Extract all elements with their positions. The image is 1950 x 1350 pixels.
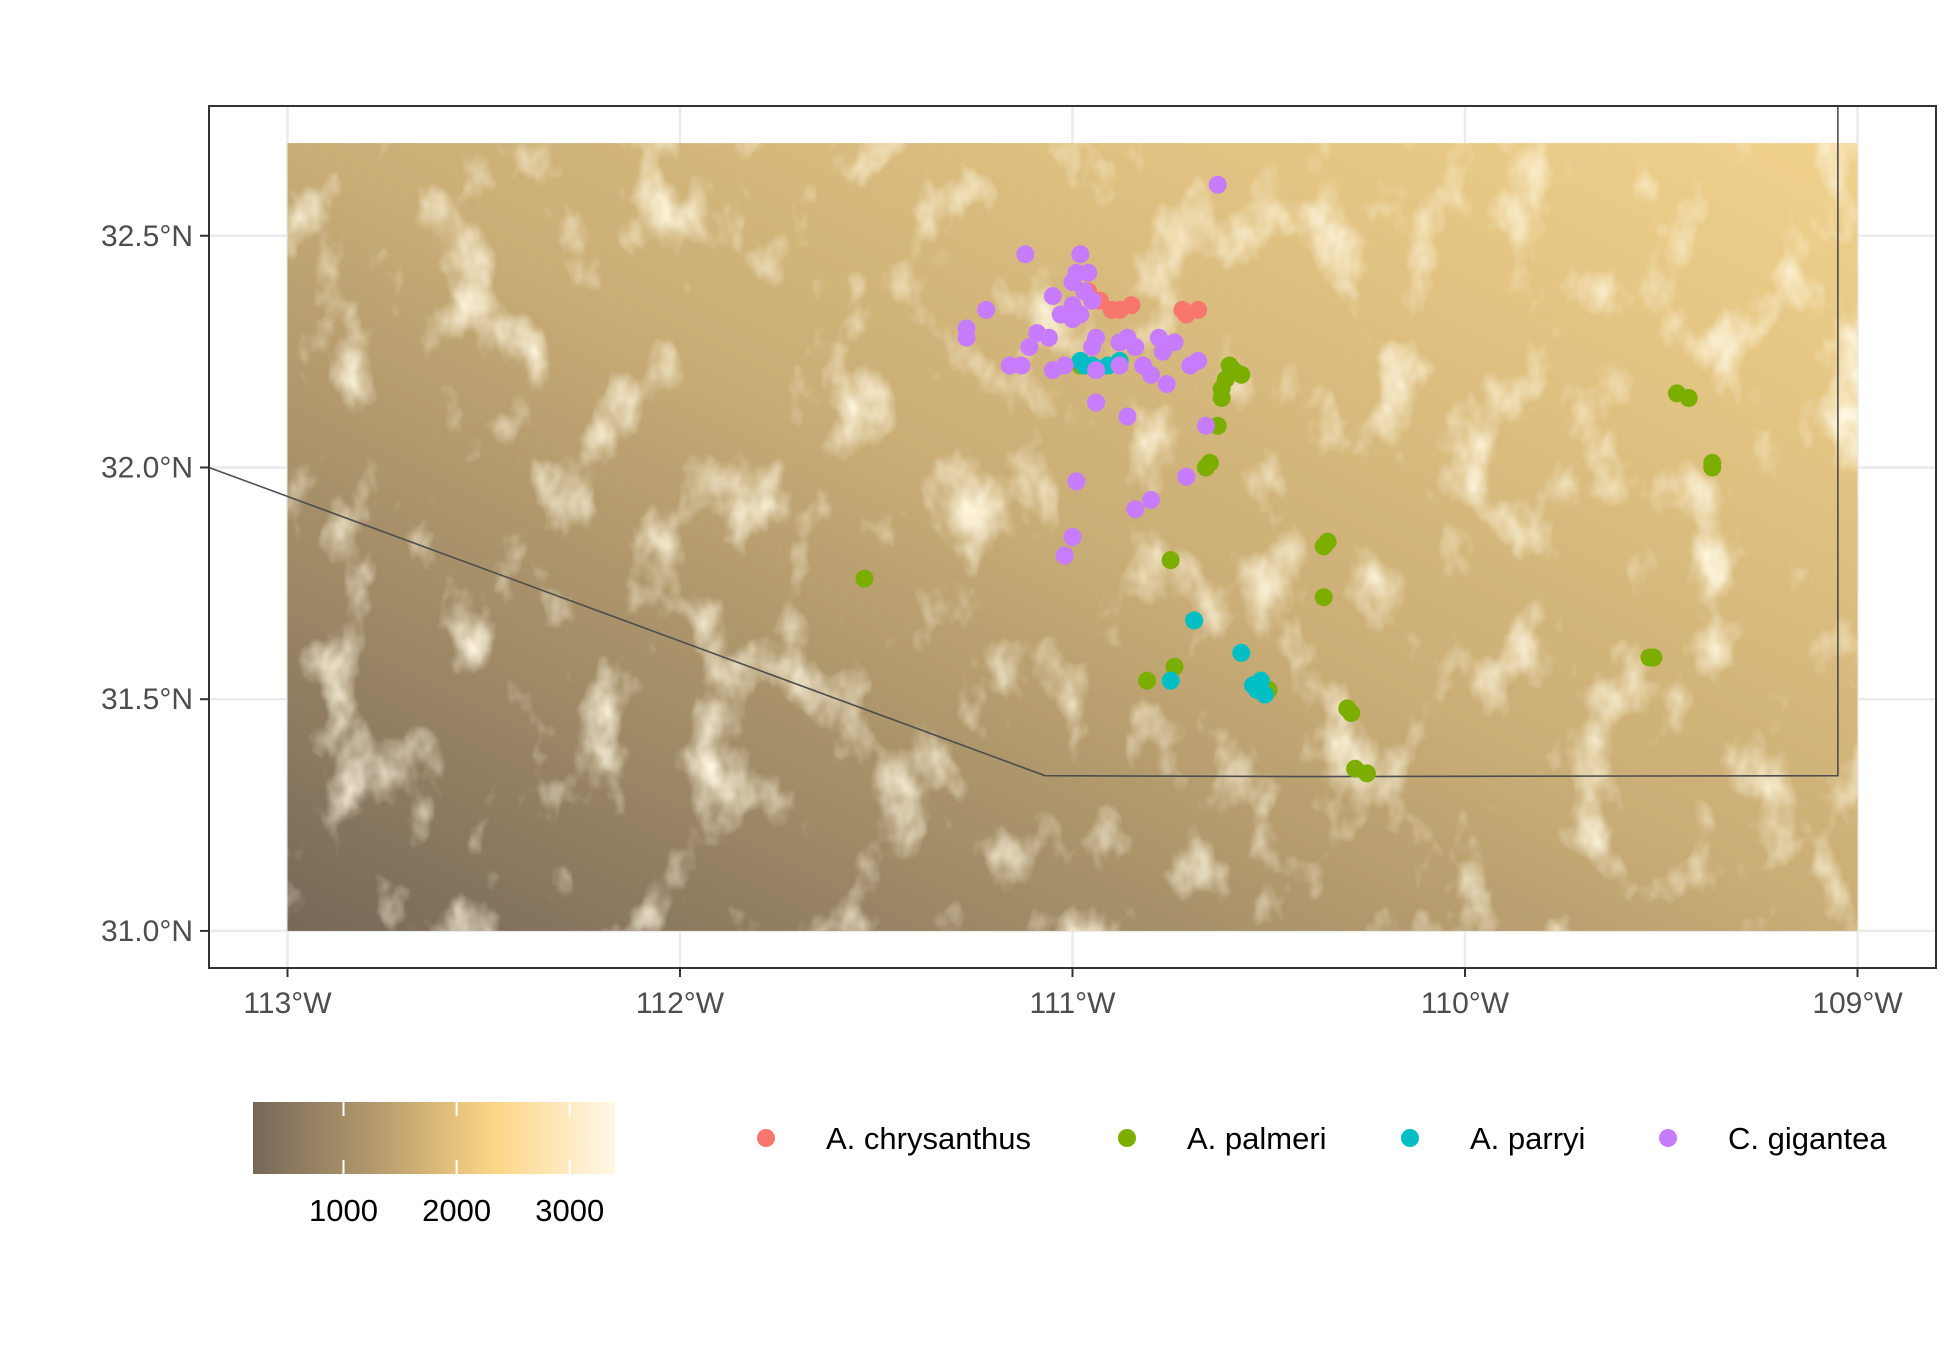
point [1016,245,1035,264]
legend-key [757,1129,775,1147]
axes: 113°W 112°W 111°W 110°W 109°W 31.0°N 31.5°N 32.… [101,220,1903,1020]
legend-label: C. gigantea [1728,1121,1887,1156]
point [1314,588,1333,607]
point [1126,337,1145,356]
y-tick-label: 32.0°N [101,451,193,484]
y-tick-label: 31.0°N [101,915,193,948]
species-legend: A. chrysanthus A. palmeri A. parryi C. giga… [757,1121,1887,1156]
point [1083,291,1102,310]
point [1212,388,1231,407]
x-tick-label: 110°W [1421,987,1510,1020]
point [1055,546,1074,565]
point [1189,351,1208,370]
point [1679,388,1698,407]
x-tick-label: 111°W [1030,987,1117,1020]
colorbar-tick-label: 3000 [535,1193,604,1228]
occurrence-points [855,175,1722,783]
legend-label: A. parryi [1470,1121,1585,1156]
x-tick-label: 109°W [1812,987,1903,1020]
legend-label: A. palmeri [1187,1121,1327,1156]
point [1153,342,1172,361]
point [1208,175,1227,194]
point [1118,407,1137,426]
arizona-boundary-line [209,106,1839,778]
point [1232,643,1251,662]
point [1055,356,1074,375]
point [1083,337,1102,356]
point [977,300,996,319]
point [957,328,976,347]
point [1357,764,1376,783]
legend-key [1401,1129,1419,1147]
legend-key [1659,1129,1677,1147]
legend-label: A. chrysanthus [826,1121,1031,1156]
point [1149,328,1168,347]
point [1012,356,1031,375]
y-tick-label: 31.5°N [101,683,193,716]
point [1071,245,1090,264]
point [1161,671,1180,690]
point [1142,365,1160,384]
point [1342,704,1361,723]
point [1318,532,1337,551]
point [1087,361,1106,380]
point [1185,611,1204,630]
point [1165,657,1184,676]
point [1251,671,1270,690]
point [1122,296,1141,315]
state-boundary [209,106,1839,778]
point [1255,685,1274,704]
point [1087,393,1106,412]
colorbar-tick-label: 2000 [422,1193,491,1228]
point [1039,328,1058,347]
y-tick-label: 32.5°N [101,220,193,253]
point [1157,375,1176,394]
colorbar-tick-label: 1000 [309,1193,378,1228]
point [1063,310,1082,329]
point [855,569,874,588]
colorbar-gradient [253,1102,615,1174]
point [1232,365,1251,384]
point [1020,337,1039,356]
point [1142,490,1160,509]
point [1043,287,1062,306]
point [1177,467,1196,486]
point [1703,458,1722,477]
point [1110,333,1129,352]
point [1138,671,1157,690]
point [1126,500,1145,519]
point [1063,528,1082,546]
point [1644,648,1663,667]
x-tick-label: 113°W [243,987,332,1020]
point [1196,416,1215,435]
point [1189,300,1208,319]
point [1200,453,1219,472]
point [1161,551,1180,570]
x-tick-label: 112°W [636,987,725,1020]
point [1067,472,1086,491]
elevation-colorbar: 1000 2000 3000 [253,1102,615,1228]
point [1110,356,1129,375]
legend-key [1118,1129,1136,1147]
